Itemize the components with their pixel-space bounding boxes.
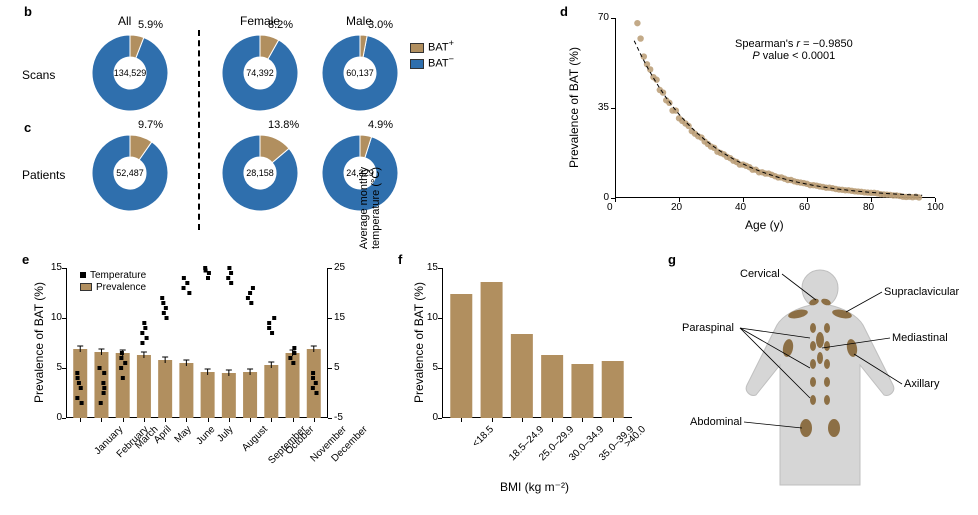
label-paraspinal: Paraspinal [682, 322, 734, 334]
legend-temperature: Temperature [80, 270, 146, 281]
legend-prevalence: Prevalence [80, 282, 146, 293]
label-abdominal: Abdominal [690, 416, 742, 428]
legend-bat-minus: BAT− [410, 54, 454, 70]
donut-scans-all: 5.9%134,529 [90, 33, 170, 113]
panel-e-ylabel-right: Average monthlytemperature (°C) [358, 138, 382, 278]
panel-d: Spearman's r = −0.9850 P value < 0.0001 … [565, 8, 965, 238]
label-supraclavicular: Supraclavicular [884, 286, 959, 298]
donut-pat-all: 9.7%52,487 [90, 133, 170, 213]
donut-pat-female: 13.8%28,158 [220, 133, 300, 213]
panel-f-chart [442, 268, 632, 418]
label-axillary: Axillary [904, 378, 939, 390]
panel-d-annot: Spearman's r = −0.9850 P value < 0.0001 [735, 38, 853, 62]
row-scans-label: Scans [22, 68, 55, 82]
row-patients-label: Patients [22, 168, 65, 182]
panel-f-ylabel: Prevalence of BAT (%) [412, 282, 426, 403]
panel-g: Cervical Supraclavicular Paraspinal Medi… [670, 258, 970, 508]
label-cervical: Cervical [740, 268, 780, 280]
donut-scans-female: 8.2%74,392 [220, 33, 300, 113]
panel-d-xlabel: Age (y) [745, 218, 784, 232]
col-all: All [118, 14, 131, 28]
panel-e-ylabel-left: Prevalence of BAT (%) [32, 282, 46, 403]
panel-f-xlabel: BMI (kg m⁻²) [500, 480, 569, 494]
panel-d-ylabel: Prevalence of BAT (%) [567, 47, 581, 168]
donut-scans-male: 3.0%60,137 [320, 33, 400, 113]
legend-bat-plus: BAT+ [410, 38, 454, 54]
separator [198, 30, 200, 230]
label-mediastinal: Mediastinal [892, 332, 948, 344]
panel-c-label: c [24, 120, 31, 135]
panel-e: Prevalence of BAT (%) Average monthlytem… [20, 258, 380, 508]
panel-bc: All Female Male Scans Patients 5.9%134,5… [40, 8, 510, 238]
panel-b-label: b [24, 4, 32, 19]
panel-f: Prevalence of BAT (%) BMI (kg m⁻²) [400, 258, 650, 508]
